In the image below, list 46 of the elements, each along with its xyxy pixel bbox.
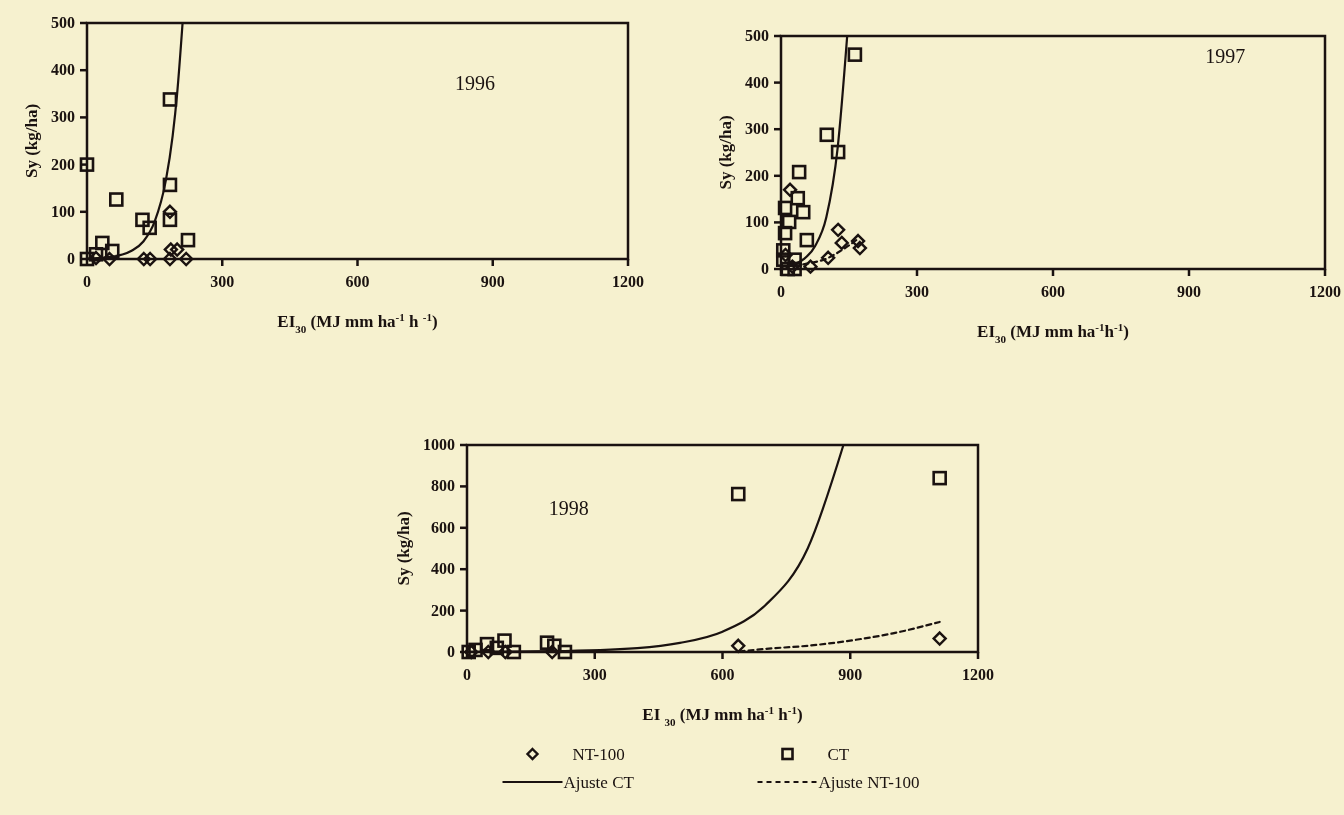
y-tick-label: 400 [431, 560, 455, 578]
y-tick-label: 600 [431, 518, 455, 536]
x-axis-title: EI$_{30}$ (MJ mm ha$^{-1}$h$^{-1}$) [977, 321, 1129, 345]
y-tick-label: 400 [745, 73, 769, 91]
x-tick-label: 0 [777, 283, 785, 300]
text: 1998 [548, 497, 589, 520]
legend-label: Ajuste NT-100 [818, 773, 920, 792]
y-tick-label: 300 [51, 108, 75, 126]
text: 1996 [454, 72, 495, 94]
y-tick-label: 200 [51, 155, 75, 173]
legend-label: CT [827, 745, 850, 764]
x-tick-label: 1200 [1309, 283, 1341, 300]
legend-label: Ajuste CT [563, 773, 635, 792]
y-tick-label: 500 [745, 27, 769, 44]
x-tick-label: 900 [1177, 283, 1201, 300]
y-tick-label: 0 [761, 260, 769, 277]
x-tick-label: 600 [345, 273, 370, 290]
x-axis-title: EI $_{30}$ (MJ mm ha$^{-1}$ h$^{-1}$) [642, 704, 803, 728]
y-tick-label: 500 [51, 14, 75, 31]
y-tick-label: 100 [745, 213, 769, 231]
x-tick-label: 300 [582, 666, 607, 683]
y-tick-label: 400 [51, 61, 75, 79]
y-axis-title: Sy (kg/ha) [716, 115, 735, 190]
y-tick-label: 100 [51, 202, 75, 220]
x-tick-label: 900 [480, 273, 505, 290]
legend-label: NT-100 [572, 745, 625, 764]
x-tick-label: 300 [210, 273, 235, 290]
y-tick-label: 0 [447, 643, 455, 660]
y-tick-label: 800 [431, 477, 455, 495]
x-tick-label: 1200 [962, 666, 994, 683]
y-tick-label: 200 [745, 166, 769, 184]
y-axis-title: Sy (kg/ha) [394, 511, 413, 586]
y-axis-title: Sy (kg/ha) [22, 103, 41, 179]
chart-title: 1997 [1205, 44, 1246, 67]
x-tick-label: 0 [83, 273, 91, 290]
y-tick-label: 0 [67, 250, 75, 267]
x-tick-label: 0 [463, 666, 471, 683]
x-axis-title: EI$_{30}$ (MJ mm ha$^{-1}$ h $^{-1}$) [277, 311, 438, 335]
x-tick-label: 1200 [612, 273, 644, 290]
y-tick-label: 300 [745, 120, 769, 138]
y-tick-label: 1000 [423, 436, 455, 453]
x-tick-label: 600 [710, 666, 735, 683]
x-tick-label: 300 [905, 283, 929, 300]
y-tick-label: 200 [431, 601, 455, 619]
x-tick-label: 900 [838, 666, 863, 683]
x-tick-label: 600 [1041, 283, 1065, 300]
